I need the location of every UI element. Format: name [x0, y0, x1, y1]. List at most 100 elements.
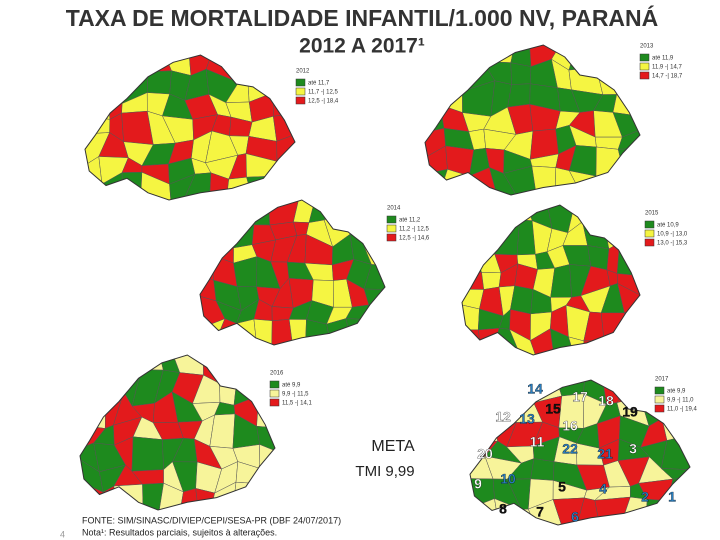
- region-area: [494, 205, 520, 221]
- legend-label: 11,7 -| 12,5: [308, 90, 338, 96]
- region-area: [623, 205, 640, 232]
- region-area: [200, 218, 225, 249]
- legend-label: 9,9 -| 11,0: [667, 398, 694, 404]
- region-number: 16: [562, 418, 578, 434]
- region-area: [441, 45, 475, 68]
- region-area: [102, 69, 130, 104]
- region-area: [111, 355, 143, 376]
- region-area: [510, 285, 534, 315]
- region-area: [470, 45, 486, 68]
- legend-year: 2013: [640, 44, 654, 50]
- region-area: [359, 213, 385, 239]
- region-area: [212, 355, 242, 384]
- region-area: [345, 318, 373, 345]
- region-area: [470, 498, 499, 525]
- region-area: [94, 374, 125, 401]
- region-number: 8: [499, 501, 507, 517]
- region-area: [80, 397, 106, 429]
- region-area: [232, 481, 262, 510]
- region-number: 2: [641, 489, 649, 505]
- region-number: 11: [530, 434, 545, 450]
- region-area: [273, 92, 295, 117]
- region-area: [616, 242, 640, 276]
- map-outline: [469, 379, 691, 526]
- region-area: [425, 168, 448, 195]
- region-number: 1: [668, 489, 676, 505]
- region-number: 19: [622, 404, 638, 420]
- legend-swatch: [269, 389, 280, 398]
- region-number: 18: [598, 393, 614, 409]
- region-area: [507, 83, 531, 108]
- region-area: [530, 328, 555, 355]
- region-area: [503, 165, 537, 195]
- region-number: 22: [562, 441, 578, 457]
- region-number: 10: [500, 471, 516, 487]
- region-area: [440, 80, 463, 113]
- region-number: 21: [597, 446, 613, 462]
- region-area: [443, 64, 475, 92]
- region-area: [462, 205, 479, 233]
- legend-swatch: [386, 233, 397, 242]
- region-number: 6: [571, 509, 579, 525]
- legend-label: até 9,9: [667, 389, 686, 395]
- region-area: [274, 55, 295, 75]
- region-area: [477, 327, 500, 355]
- region-area: [483, 45, 515, 63]
- region-area: [85, 55, 107, 81]
- region-area: [462, 220, 477, 252]
- region-area: [169, 173, 196, 200]
- legend-year: 2015: [645, 211, 659, 217]
- region-area: [615, 168, 640, 195]
- region-area: [425, 45, 445, 66]
- legend-swatch: [639, 62, 650, 71]
- legend-swatch: [386, 215, 397, 224]
- region-area: [363, 200, 385, 218]
- region-area: [200, 200, 225, 224]
- region-area: [142, 482, 164, 510]
- region-area: [462, 250, 482, 273]
- region-area: [258, 467, 275, 488]
- region-area: [113, 484, 144, 510]
- legend-label: 9,9 -| 11,5: [282, 392, 309, 398]
- region-number: 12: [495, 409, 511, 425]
- region-area: [623, 45, 640, 66]
- region-area: [127, 55, 149, 73]
- legend-year: 2017: [655, 377, 669, 383]
- legend-label: até 9,9: [282, 383, 301, 389]
- legend-label: 11,2 -| 12,5: [399, 227, 429, 233]
- legend-swatch: [644, 229, 655, 238]
- region-number: 9: [474, 476, 482, 492]
- region-area: [616, 380, 643, 404]
- note: Nota¹: Resultados parciais, sujeitos à a…: [82, 527, 277, 537]
- legend-year: 2016: [270, 371, 284, 377]
- region-area: [462, 80, 496, 117]
- region-area: [159, 482, 184, 510]
- region-number: 17: [572, 389, 588, 405]
- legend-swatch: [654, 395, 665, 404]
- region-area: [288, 319, 307, 345]
- region-area: [200, 237, 221, 271]
- region-area: [308, 200, 336, 223]
- legend-label: até 11,2: [399, 218, 421, 224]
- region-area: [141, 55, 172, 73]
- region-area: [617, 148, 640, 180]
- legend-label: até 10,9: [657, 223, 679, 229]
- map-outline: [424, 44, 641, 196]
- region-area: [602, 205, 627, 231]
- region-area: [236, 355, 253, 383]
- legend-year: 2014: [387, 206, 401, 212]
- region-number: 7: [536, 504, 544, 520]
- region-area: [582, 205, 605, 226]
- map-outline: [84, 54, 296, 201]
- region-area: [496, 380, 508, 408]
- region-area: [323, 200, 347, 221]
- legend: 2014 até 11,2 11,2 -| 12,5 12,5 -| 14,6: [386, 206, 430, 242]
- region-area: [80, 355, 96, 378]
- region-area: [516, 205, 533, 221]
- legend-swatch: [295, 87, 306, 96]
- map-outline: [461, 204, 641, 356]
- region-area: [85, 93, 111, 120]
- legend: 2016 até 9,9 9,9 -| 11,5 11,5 -| 14,1: [269, 371, 312, 407]
- region-area: [344, 200, 368, 218]
